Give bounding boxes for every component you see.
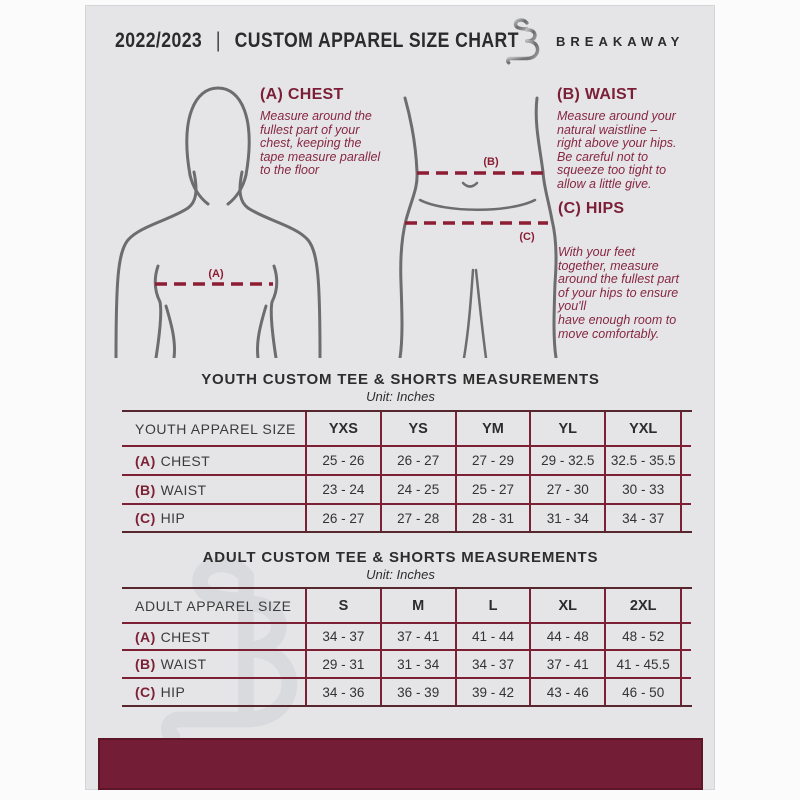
waist-instruction-heading: (B) WAIST <box>557 86 638 103</box>
adult-header-xl: XL <box>529 589 604 622</box>
table-cell: 34 - 36 <box>305 677 380 705</box>
table-cell: 36 - 39 <box>379 677 455 705</box>
youth-header-ys: YS <box>379 412 455 445</box>
table-cell: 41 - 44 <box>454 622 530 649</box>
youth-header-ym: YM <box>454 412 530 445</box>
bottom-margin <box>0 790 800 800</box>
table-cell: 25 - 27 <box>454 474 530 503</box>
table-cell: 39 - 42 <box>454 677 530 705</box>
title-text: CUSTOM APPAREL SIZE CHART <box>234 29 519 52</box>
table-edge <box>680 589 691 622</box>
youth-row-chest-label: (A) CHEST <box>122 445 305 474</box>
chart-page-background <box>85 5 715 790</box>
adult-row-waist-label: (B) WAIST <box>122 649 305 677</box>
table-cell: 28 - 31 <box>454 503 530 531</box>
youth-row-hip-label: (C) HIP <box>122 503 305 531</box>
table-cell: 31 - 34 <box>529 503 605 531</box>
hips-line-label: (C) <box>519 231 535 243</box>
table-edge <box>680 503 692 531</box>
page-title: 2022/2023 | CUSTOM APPAREL SIZE CHART <box>115 29 519 53</box>
youth-size-table: YOUTH APPAREL SIZE YXS YS YM YL YXL (A) C… <box>122 410 692 533</box>
table-edge <box>680 649 692 677</box>
youth-table-unit: Unit: Inches <box>366 389 435 404</box>
youth-header-yxl: YXL <box>604 412 680 445</box>
table-cell: 46 - 50 <box>604 677 681 705</box>
table-cell: 24 - 25 <box>379 474 455 503</box>
table-edge <box>680 622 692 649</box>
table-cell: 26 - 27 <box>379 445 455 474</box>
brand-logo-icon <box>506 18 540 65</box>
title-separator: | <box>215 29 221 52</box>
waist-instruction-text: Measure around your natural waistline – … <box>557 109 677 191</box>
table-cell: 31 - 34 <box>379 649 455 677</box>
table-edge <box>680 412 691 445</box>
table-cell: 29 - 31 <box>305 649 380 677</box>
hips-instruction-heading: (C) HIPS <box>558 200 625 217</box>
table-cell: 27 - 28 <box>379 503 455 531</box>
table-cell: 43 - 46 <box>529 677 605 705</box>
adult-header-2xl: 2XL <box>604 589 680 622</box>
brand-name: BREAKAWAY <box>556 34 685 49</box>
table-cell: 23 - 24 <box>305 474 380 503</box>
hips-instruction-text: With your feet together, measure around … <box>558 245 679 341</box>
table-cell: 27 - 30 <box>529 474 605 503</box>
table-cell: 44 - 48 <box>529 622 605 649</box>
table-cell: 34 - 37 <box>604 503 681 531</box>
table-cell: 29 - 32.5 <box>529 445 605 474</box>
season-label: 2022/2023 <box>115 29 203 52</box>
waist-hips-figure-illustration: (B) (C) <box>398 96 558 358</box>
adult-header-size: ADULT APPAREL SIZE <box>135 597 292 614</box>
youth-header-size: YOUTH APPAREL SIZE <box>135 420 296 437</box>
table-cell: 34 - 37 <box>305 622 380 649</box>
table-cell: 32.5 - 35.5 <box>604 445 681 474</box>
youth-table-title: YOUTH CUSTOM TEE & SHORTS MEASUREMENTS <box>201 371 600 388</box>
adult-table-title: ADULT CUSTOM TEE & SHORTS MEASUREMENTS <box>202 549 599 566</box>
footer-accent-bar <box>98 738 703 790</box>
table-cell: 27 - 29 <box>454 445 530 474</box>
table-cell: 30 - 33 <box>604 474 681 503</box>
table-cell: 37 - 41 <box>529 649 605 677</box>
chest-instruction-heading: (A) CHEST <box>260 86 344 103</box>
table-edge <box>680 445 692 474</box>
youth-header-yxs: YXS <box>305 412 380 445</box>
youth-row-waist-label: (B) WAIST <box>122 474 305 503</box>
adult-header-s: S <box>305 589 380 622</box>
table-cell: 34 - 37 <box>454 649 530 677</box>
table-edge <box>680 677 692 705</box>
adult-size-table: ADULT APPAREL SIZE S M L XL 2XL (A) CHEST… <box>122 587 692 707</box>
adult-row-chest-label: (A) CHEST <box>122 622 305 649</box>
chest-line-label: (A) <box>208 268 224 280</box>
table-edge <box>680 474 692 503</box>
adult-row-hip-label: (C) HIP <box>122 677 305 705</box>
chest-figure-illustration: (A) <box>114 86 322 358</box>
table-cell: 41 - 45.5 <box>604 649 681 677</box>
table-cell: 48 - 52 <box>604 622 681 649</box>
waist-line-label: (B) <box>483 156 499 168</box>
table-cell: 26 - 27 <box>305 503 380 531</box>
adult-header-l: L <box>454 589 530 622</box>
youth-header-yl: YL <box>529 412 604 445</box>
table-cell: 25 - 26 <box>305 445 380 474</box>
adult-header-m: M <box>379 589 455 622</box>
adult-table-unit: Unit: Inches <box>366 567 435 582</box>
table-cell: 37 - 41 <box>379 622 455 649</box>
chest-instruction-text: Measure around the fullest part of your … <box>260 109 381 178</box>
